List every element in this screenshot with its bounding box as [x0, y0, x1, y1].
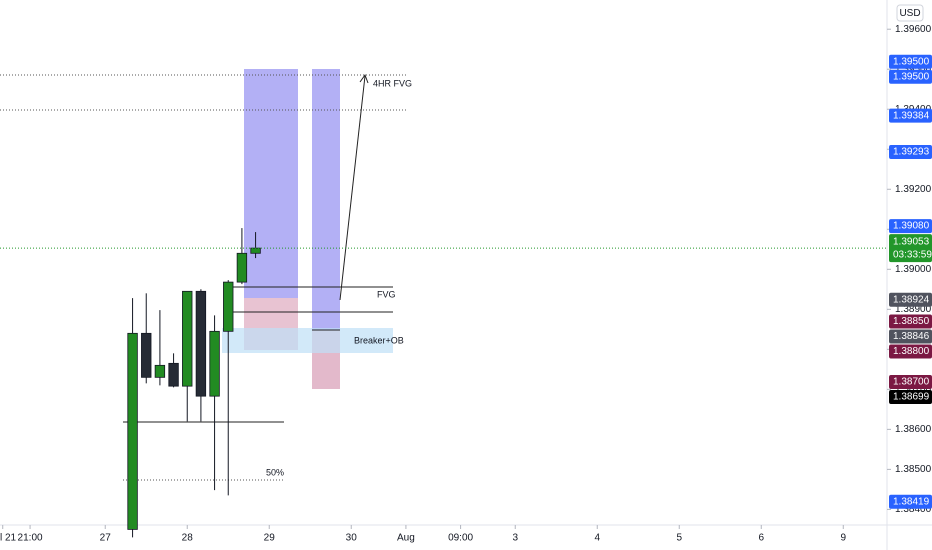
price-badge: 1.39080 [889, 219, 932, 234]
price-badge: 1.39293 [889, 145, 932, 160]
annotation: Breaker+OB [354, 335, 404, 345]
y-tick-label: 1.38900 [895, 304, 932, 315]
x-tick-label: 21:00 [18, 533, 43, 544]
price-badge: 1.39053 03:33:59 [889, 234, 932, 263]
x-tick-label: 29 [264, 533, 276, 544]
arrow-head [359, 73, 369, 84]
currency: USD [899, 8, 920, 19]
price-countdown: 03:33:59 [893, 250, 932, 261]
y-tick-label: 1.38700 [895, 384, 932, 395]
candle-body [223, 281, 234, 332]
price-badge-bg [889, 390, 932, 405]
price-badge-bg [889, 69, 932, 84]
x-tick-label: Jul 21 [0, 533, 17, 544]
y-tick-label: 1.38500 [895, 464, 932, 475]
price-badge-label: 1.39500 [893, 71, 930, 82]
annotation: FVG [377, 289, 396, 299]
price-badge-label: 1.39500 [893, 56, 930, 67]
price-badge: 1.39384 [889, 108, 932, 123]
price-badge-bg [889, 314, 932, 329]
price-badge-bg [889, 329, 932, 344]
price-badge-bg [889, 344, 932, 359]
price-badge-bg [889, 219, 932, 234]
price-badge-label: 1.38699 [893, 392, 930, 403]
price-badge-bg [889, 145, 932, 160]
price-badge-label: 1.38419 [893, 496, 930, 507]
annotation: 50% [266, 467, 284, 477]
price-badge-bg [889, 54, 932, 69]
price-badge-label: 1.39384 [893, 110, 930, 121]
target-zone [244, 69, 298, 298]
y-tick-label: 1.38400 [895, 504, 932, 515]
candle-body [236, 252, 248, 283]
target-zone [312, 69, 340, 330]
candle-body [209, 330, 220, 397]
arrow [339, 75, 366, 301]
price-badge: 1.38700 [889, 375, 932, 390]
breaker-ob-zone [222, 328, 393, 353]
price-badge-label: 1.38700 [893, 377, 930, 388]
price-badge-bg [889, 292, 932, 307]
y-tick-label: 1.38600 [895, 424, 932, 435]
price-badge: 1.38800 [889, 344, 932, 359]
x-tick-label: 4 [594, 533, 600, 544]
x-tick-label: 6 [758, 533, 764, 544]
price-badge-label: 1.38846 [893, 331, 930, 342]
y-tick-label: 1.39200 [895, 184, 932, 195]
y-tick-label: 1.39600 [895, 24, 932, 35]
x-tick-label: 27 [100, 533, 112, 544]
price-badge-label: 1.39080 [893, 221, 930, 232]
price-badge-bg [889, 494, 932, 509]
candle-body [127, 332, 138, 530]
price-badge: 1.38850 [889, 314, 932, 329]
candle-body [168, 362, 179, 387]
price-badge-bg [889, 375, 932, 390]
price-badge-bg [889, 234, 932, 263]
price-badge-label: 1.38850 [893, 316, 930, 327]
candle-body [141, 332, 152, 378]
price-badge-bg [889, 108, 932, 123]
candle-body [182, 290, 193, 387]
price-badge: 1.38924 [889, 292, 932, 307]
price-badge: 1.39500 [889, 54, 932, 69]
price-badge: 1.39500 [889, 69, 932, 84]
price-badge: 1.38419 [889, 494, 932, 509]
candle-body [195, 290, 207, 397]
x-tick-label: 30 [346, 533, 358, 544]
price-badge-label: 1.38800 [893, 346, 930, 357]
x-tick-label: 5 [676, 533, 682, 544]
price-badge-label: 1.38924 [893, 294, 930, 305]
y-tick-label: 1.39500 [895, 64, 932, 75]
annotation: 4HR FVG [373, 78, 412, 88]
drawings: 4HR FVG FVG Breaker+OB 50% [0, 69, 412, 481]
currency-button[interactable] [896, 4, 924, 22]
price-badge-label: 1.39293 [893, 147, 930, 158]
price-badge: 1.38846 [889, 329, 932, 344]
x-tick-label: 28 [182, 533, 194, 544]
x-tick-label: 09:00 [448, 533, 473, 544]
y-tick-label: 1.39000 [895, 264, 932, 275]
price-badge-label: 1.39053 [893, 237, 930, 248]
x-tick-label: Aug [397, 533, 415, 544]
price-badge: 1.38699 [889, 390, 932, 405]
x-tick-label: 3 [512, 533, 518, 544]
candle-body [154, 364, 166, 378]
x-tick-label: 9 [840, 533, 846, 544]
candle-body [250, 247, 261, 254]
